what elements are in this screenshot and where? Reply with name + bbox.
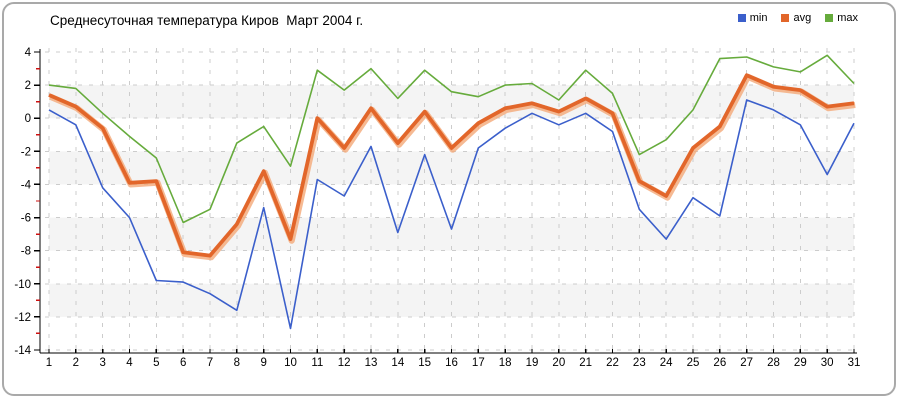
svg-text:-2: -2 [21,146,31,158]
legend: min avg max [737,12,858,24]
legend-item-avg: avg [781,12,811,24]
svg-text:6: 6 [180,357,186,369]
chart-frame-border [2,2,896,396]
svg-text:17: 17 [472,357,485,369]
legend-label-max: max [837,12,858,24]
svg-text:24: 24 [660,357,673,369]
chart-title: Среднесуточная температура Киров Март 20… [50,13,364,28]
series-line-max [48,54,855,224]
svg-text:30: 30 [821,357,834,369]
svg-text:3: 3 [99,357,105,369]
legend-item-max: max [825,12,858,24]
svg-text:-10: -10 [14,279,31,291]
avg-series-swatch-icon [781,14,790,22]
svg-text:5: 5 [153,357,159,369]
svg-text:11: 11 [311,357,323,369]
svg-text:7: 7 [207,357,213,369]
svg-text:2: 2 [73,357,79,369]
svg-text:9: 9 [260,357,266,369]
series-line-avg [48,73,856,261]
svg-text:26: 26 [713,357,726,369]
svg-text:28: 28 [767,357,780,369]
svg-text:4: 4 [126,357,133,369]
svg-text:1: 1 [46,357,52,369]
series-line-min [48,99,855,330]
x-axis-labels: 1 2 3 4 5 6 7 8 9 10 11 12 13 14 15 16 17 18 19 20 21 22 23 24 2… [46,357,861,369]
legend-item-min: min [737,12,768,24]
svg-text:-14: -14 [14,345,31,357]
svg-text:18: 18 [499,357,512,369]
min-series-swatch-icon [737,14,746,22]
svg-text:8: 8 [234,357,240,369]
svg-text:21: 21 [579,357,592,369]
svg-text:31: 31 [848,357,861,369]
legend-label-min: min [749,12,768,24]
legend-label-avg: avg [793,12,812,24]
svg-text:4: 4 [25,47,32,59]
svg-text:25: 25 [687,357,700,369]
svg-text:10: 10 [284,357,297,369]
svg-text:19: 19 [526,357,539,369]
svg-text:27: 27 [740,357,753,369]
svg-text:23: 23 [633,357,646,369]
svg-text:2: 2 [25,80,31,92]
svg-text:16: 16 [445,357,458,369]
svg-text:-4: -4 [21,179,32,191]
svg-text:20: 20 [552,357,565,369]
y-axis-labels: 4 2 0 -2 -4 -6 -8 -10 -12 -14 [14,47,31,357]
svg-text:-12: -12 [14,312,31,324]
max-series-swatch-icon [825,14,834,22]
svg-text:14: 14 [391,357,404,369]
svg-text:0: 0 [25,113,31,125]
svg-text:-8: -8 [21,246,31,258]
svg-text:12: 12 [338,357,351,369]
svg-text:-6: -6 [21,213,31,225]
svg-text:22: 22 [606,357,619,369]
svg-text:29: 29 [794,357,807,369]
svg-text:13: 13 [365,357,378,369]
svg-text:15: 15 [418,357,431,369]
